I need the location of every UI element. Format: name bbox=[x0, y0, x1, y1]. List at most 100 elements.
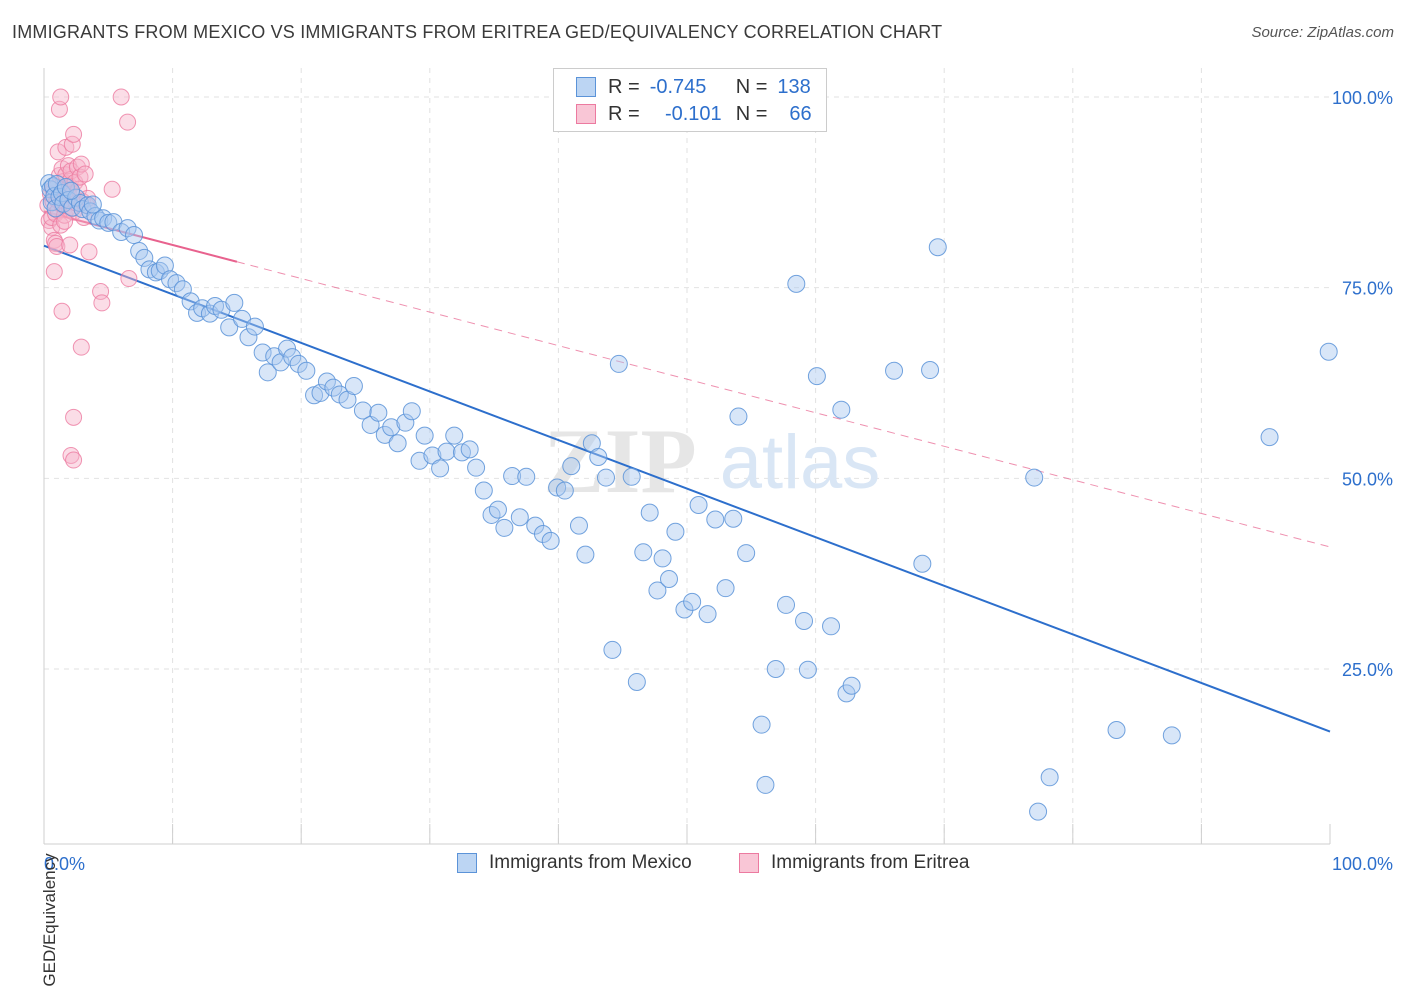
mexico-point bbox=[798, 660, 817, 679]
eritrea-point bbox=[72, 338, 90, 356]
mexico-point bbox=[245, 317, 264, 336]
legend-r-label: R = bbox=[608, 75, 640, 98]
mexico-point bbox=[627, 672, 646, 691]
mexico-point bbox=[716, 579, 735, 598]
mexico-point bbox=[474, 481, 493, 500]
x-tick-label: 100.0% bbox=[1332, 854, 1393, 874]
mexico-point bbox=[155, 256, 174, 275]
mexico-point bbox=[596, 468, 615, 487]
y-tick-label: 50.0% bbox=[1342, 469, 1393, 489]
mexico-point bbox=[795, 611, 814, 630]
eritrea-point bbox=[71, 168, 89, 186]
mexico-point bbox=[928, 238, 947, 257]
mexico-point bbox=[1040, 768, 1059, 787]
trend-line-eritrea-dashed bbox=[236, 261, 1331, 548]
mexico-point bbox=[495, 518, 514, 537]
scatter-chart: ZIP atlas 100.0%75.0%50.0%25.0%0.0% 100.0… bbox=[39, 68, 1393, 874]
legend-row-mexico: R = -0.745 N = 138 bbox=[576, 74, 811, 100]
mexico-point bbox=[921, 361, 940, 380]
legend-row-eritrea: R = -0.101 N = 66 bbox=[576, 101, 812, 127]
eritrea-point bbox=[56, 212, 74, 230]
mexico-point bbox=[396, 413, 415, 432]
bottom-legend-swatch-mexico bbox=[457, 853, 477, 873]
eritrea-point bbox=[112, 88, 130, 106]
mexico-point bbox=[653, 549, 672, 568]
eritrea-point bbox=[72, 155, 90, 173]
mexico-point bbox=[445, 426, 464, 445]
mexico-point bbox=[297, 361, 316, 380]
mexico-point bbox=[278, 339, 297, 358]
correlation-legend: R = -0.745 N = 138 R = -0.101 N = 66 bbox=[553, 68, 827, 132]
mexico-point bbox=[503, 467, 522, 486]
eritrea-point bbox=[45, 263, 63, 281]
mexico-point bbox=[1319, 342, 1338, 361]
mexico-point bbox=[706, 510, 725, 529]
mexico-point bbox=[766, 660, 785, 678]
mexico-point bbox=[1162, 726, 1181, 745]
mexico-point bbox=[83, 195, 102, 214]
bottom-legend-eritrea: Immigrants from Eritrea bbox=[739, 852, 969, 874]
mexico-point bbox=[609, 354, 628, 373]
eritrea-point bbox=[53, 302, 71, 320]
legend-n-value-eritrea: 66 bbox=[789, 102, 812, 125]
source-label: Source: ZipAtlas.com bbox=[1251, 24, 1394, 41]
mexico-point bbox=[415, 426, 434, 445]
eritrea-point bbox=[65, 451, 83, 469]
bottom-legend-label-mexico: Immigrants from Mexico bbox=[489, 852, 692, 873]
mexico-point bbox=[1029, 802, 1048, 821]
legend-n-value-mexico: 138 bbox=[777, 75, 811, 98]
mexico-point bbox=[431, 459, 450, 478]
eritrea-points bbox=[39, 88, 138, 469]
mexico-point bbox=[225, 293, 244, 312]
tick-labels: 100.0% 75.0% 50.0% 25.0% 0.0% 100.0% bbox=[44, 88, 1393, 874]
mexico-point bbox=[756, 775, 775, 794]
trend-line-mexico bbox=[43, 244, 1331, 733]
mexico-point bbox=[135, 248, 154, 267]
mexico-point bbox=[689, 496, 708, 515]
mexico-point bbox=[1260, 428, 1279, 447]
mexico-point bbox=[683, 592, 702, 611]
x-tick-label: 0.0% bbox=[44, 854, 85, 874]
mexico-point bbox=[777, 595, 796, 614]
mexico-point bbox=[666, 522, 685, 541]
bottom-legend-swatch-eritrea bbox=[739, 853, 759, 873]
eritrea-point bbox=[50, 100, 68, 118]
mexico-point bbox=[729, 407, 748, 426]
mexico-point bbox=[807, 367, 826, 386]
mexico-point bbox=[640, 503, 659, 522]
mexico-point bbox=[460, 440, 479, 459]
mexico-point bbox=[344, 377, 363, 396]
eritrea-point bbox=[76, 165, 94, 183]
mexico-point bbox=[253, 343, 272, 362]
mexico-point bbox=[369, 403, 388, 422]
mexico-point bbox=[181, 292, 200, 311]
mexico-point bbox=[822, 617, 841, 636]
mexico-point bbox=[724, 509, 743, 528]
eritrea-point bbox=[65, 408, 83, 426]
bottom-legend-label-eritrea: Immigrants from Eritrea bbox=[771, 852, 970, 873]
mexico-point bbox=[842, 676, 861, 695]
mexico-point bbox=[737, 544, 756, 563]
eritrea-point bbox=[120, 270, 138, 288]
eritrea-point bbox=[93, 294, 111, 312]
chart-title: IMMIGRANTS FROM MEXICO VS IMMIGRANTS FRO… bbox=[12, 22, 943, 42]
eritrea-point bbox=[61, 236, 79, 254]
mexico-point bbox=[388, 434, 407, 453]
mexico-point bbox=[589, 447, 608, 466]
mexico-point bbox=[541, 531, 560, 550]
y-tick-label: 25.0% bbox=[1342, 660, 1393, 680]
eritrea-point bbox=[48, 237, 66, 255]
mexico-point bbox=[1107, 721, 1126, 740]
mexico-point bbox=[510, 508, 529, 527]
mexico-point bbox=[634, 543, 653, 562]
mexico-point bbox=[467, 458, 486, 477]
legend-swatch-eritrea bbox=[576, 104, 596, 124]
mexico-point bbox=[555, 481, 574, 500]
mexico-point bbox=[118, 219, 137, 238]
mexico-point bbox=[1025, 468, 1044, 487]
mexico-point bbox=[437, 442, 456, 461]
legend-n-label: N = bbox=[735, 75, 768, 98]
watermark-atlas: atlas bbox=[720, 420, 881, 505]
eritrea-point bbox=[103, 180, 121, 198]
mexico-point bbox=[698, 605, 717, 624]
